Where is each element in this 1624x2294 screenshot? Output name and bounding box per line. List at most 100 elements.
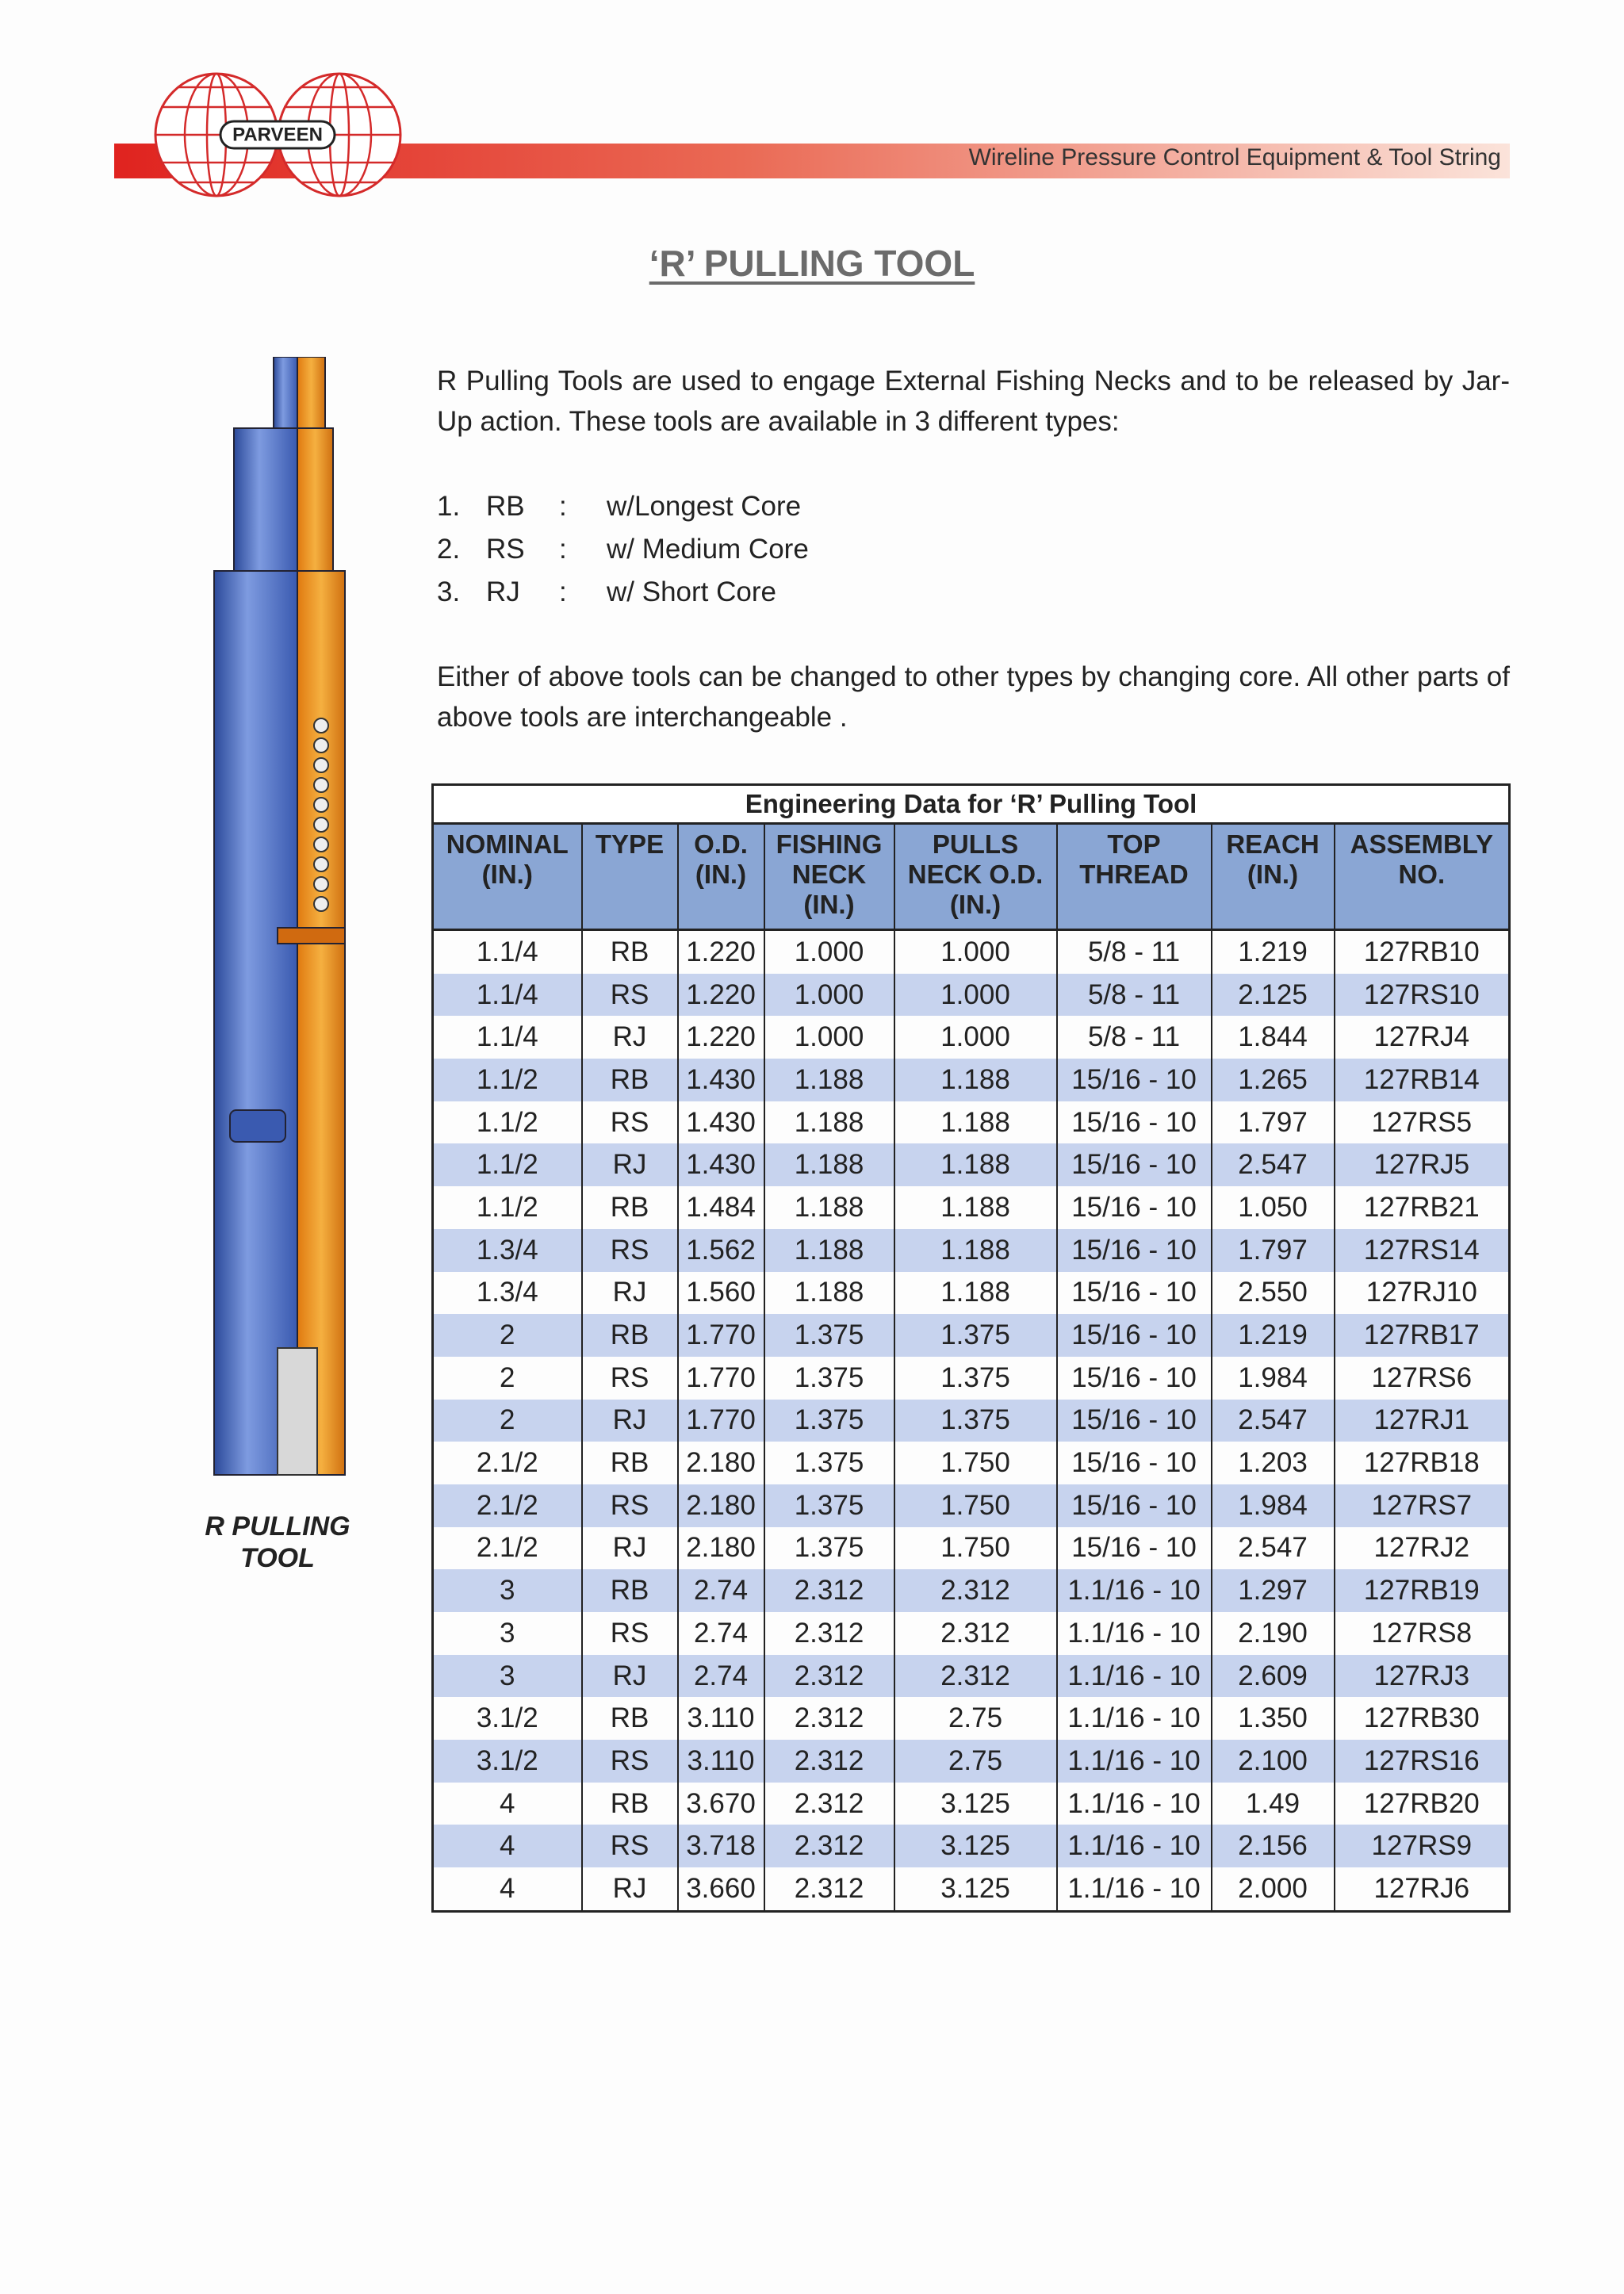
table-cell: 2.312	[763, 1740, 894, 1783]
table-cell: 1.750	[893, 1526, 1057, 1570]
table-cell: 1.219	[1210, 929, 1335, 974]
table-cell: 1.1/4	[476, 936, 538, 967]
table-cell: 2.550	[1210, 1271, 1335, 1315]
table-cell: 1.560	[676, 1271, 764, 1315]
table-cell: 1.3/4	[432, 1228, 582, 1272]
table-cell: 1.000	[763, 973, 894, 1017]
table-cell: 3.110	[676, 1740, 764, 1783]
table-cell: 127RB20	[1333, 1782, 1510, 1825]
table-cell: 1.297	[1210, 1569, 1335, 1612]
column-header: O.D. (IN.)	[676, 823, 764, 931]
table-cell: 1.770	[676, 1356, 764, 1400]
table-cell: 1.220	[676, 973, 764, 1017]
table-row: 3.1/2 RS 3.110 2.312 2.75 1.1/16 - 10 2.100 127…	[432, 1740, 1510, 1783]
table-cell: 127RB10	[1333, 929, 1510, 974]
table-cell: RJ	[580, 1271, 678, 1315]
table-cell: RS	[580, 973, 678, 1017]
table-cell: 1.750	[893, 1442, 1057, 1484]
table-cell: RJ	[580, 1526, 678, 1570]
table-cell: 3.670	[676, 1782, 764, 1825]
item-code: RB	[486, 491, 525, 522]
type-item: 2. RS: w/ Medium Core	[437, 528, 809, 571]
table-cell: 1.1/2	[476, 1191, 538, 1223]
table-cell: 2.312	[763, 1612, 894, 1655]
table-cell: 5/8 - 11	[1055, 1016, 1212, 1059]
table-row: 2.1/2 RS 2.180 1.375 1.750 15/16 - 10 1.984 127…	[432, 1484, 1510, 1527]
table-cell: RB	[580, 929, 678, 974]
table-cell: 2.000	[1210, 1867, 1335, 1912]
table-row: 2.1/2 RB 2.180 1.375 1.750 15/16 - 10 1.203 127…	[433, 1442, 1510, 1484]
table-cell: 127RJ3	[1333, 1654, 1510, 1698]
table-cell: 2.312	[763, 1654, 894, 1698]
item-code: RJ	[486, 576, 520, 607]
table-cell: 1.797	[1210, 1101, 1335, 1144]
table-cell: 2.547	[1210, 1143, 1335, 1187]
table-cell: 2.180	[676, 1442, 764, 1484]
table-cell: 127RB30	[1333, 1697, 1510, 1741]
table-cell: 1.1/16 - 10	[1055, 1569, 1212, 1612]
table-cell: 2.180	[676, 1484, 764, 1527]
table-cell: 15/16 - 10	[1055, 1143, 1212, 1187]
table-cell: RJ	[580, 1867, 678, 1912]
table-row: 2 RB 1.770 1.375 1.375 15/16 - 10 1.219 127RB17	[432, 1314, 1510, 1357]
table-cell: 2.1/2	[432, 1484, 582, 1527]
table-cell: 3.125	[893, 1825, 1057, 1868]
table-cell: 15/16 - 10	[1055, 1442, 1212, 1484]
table-cell: 15/16 - 10	[1055, 1526, 1212, 1570]
table-cell: RJ	[580, 1016, 678, 1059]
table-cell: 2.74	[676, 1654, 764, 1698]
table-cell: RJ	[580, 1654, 678, 1698]
table-cell: 2	[432, 1399, 582, 1442]
table-cell: 1.375	[763, 1442, 894, 1484]
column-header: TOP THREAD	[1055, 823, 1212, 931]
table-row: 1.3/4 RJ 1.560 1.188 1.188 15/16 - 10 2.550 127…	[433, 1271, 1510, 1315]
table-cell: RS	[580, 1101, 678, 1144]
table-cell: 127RS5	[1333, 1101, 1510, 1144]
table-row: 3 RJ 2.74 2.312 2.312 1.1/16 - 10 2.609 127RJ3	[432, 1654, 1510, 1698]
table-cell: RJ	[580, 1143, 678, 1187]
column-header: REACH (IN.)	[1210, 823, 1335, 931]
table-row: 1.1/4 RB 1.220 1.000 1.000 5/8 - 11 1.219 127RB…	[433, 929, 1510, 974]
table-cell: RB	[580, 1059, 678, 1101]
table-cell: 1.000	[763, 929, 894, 974]
table-cell: 1.000	[763, 1016, 894, 1059]
table-cell: 1.3/4	[476, 1277, 538, 1308]
table-row: 2 RS 1.770 1.375 1.375 15/16 - 10 1.984 127RS6	[433, 1356, 1510, 1400]
table-cell: 127RJ2	[1333, 1526, 1510, 1570]
table-cell: 1.188	[763, 1101, 894, 1144]
table-cell: 2.156	[1210, 1825, 1335, 1868]
table-cell: 3.110	[676, 1697, 764, 1741]
table-cell: 5/8 - 11	[1055, 973, 1212, 1017]
table-cell: 1.844	[1210, 1016, 1335, 1059]
table-cell: 127RB18	[1333, 1442, 1510, 1484]
table-row: 1.3/4 RS 1.562 1.188 1.188 15/16 - 10 1.797 127…	[432, 1228, 1510, 1272]
table-cell: 1.188	[763, 1186, 894, 1229]
table-row: 3 RS 2.74 2.312 2.312 1.1/16 - 10 2.190 127RS8	[433, 1612, 1510, 1655]
table-cell: 1.375	[763, 1399, 894, 1442]
table-cell: 3	[432, 1569, 582, 1612]
table-cell: 3.1/2	[432, 1740, 582, 1783]
table-cell: 3.125	[893, 1782, 1057, 1825]
table-cell: 3.660	[676, 1867, 764, 1912]
table-cell: 2.75	[893, 1697, 1057, 1741]
table-cell: 2.180	[676, 1526, 764, 1570]
table-cell: 2.312	[763, 1825, 894, 1868]
table-cell: RS	[580, 1356, 678, 1400]
table-cell: 127RS8	[1333, 1612, 1510, 1655]
table-row: 1.1/4 RJ 1.220 1.000 1.000 5/8 - 11 1.844 127RJ…	[433, 1016, 1510, 1059]
table-cell: 15/16 - 10	[1055, 1228, 1212, 1272]
table-row: 4 RB 3.670 2.312 3.125 1.1/16 - 10 1.49 127RB20	[433, 1782, 1510, 1825]
table-cell: 2.1/2	[476, 1447, 538, 1479]
table-cell: RS	[580, 1228, 678, 1272]
table-cell: 1.750	[893, 1484, 1057, 1527]
table-row: 3 RB 2.74 2.312 2.312 1.1/16 - 10 1.297 127RB19	[432, 1569, 1510, 1612]
table-cell: 1.984	[1210, 1484, 1335, 1527]
item-number: 2.	[437, 534, 461, 565]
table-cell: 5/8 - 11	[1055, 929, 1212, 974]
table-cell: 4	[500, 1872, 515, 1904]
table-row: 3.1/2 RB 3.110 2.312 2.75 1.1/16 - 10 1.350 127…	[433, 1697, 1510, 1741]
table-cell: 1.770	[676, 1314, 764, 1357]
item-number: 1.	[437, 491, 461, 522]
table-cell: 1.375	[893, 1399, 1057, 1442]
